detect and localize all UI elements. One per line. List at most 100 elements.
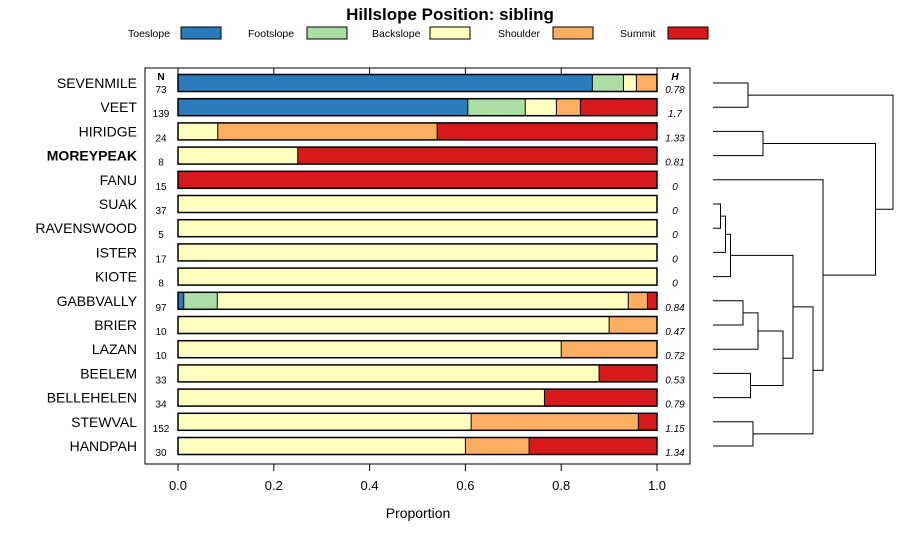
bar-outline: [177, 218, 658, 238]
legend-swatch-summit: [667, 26, 709, 40]
bar-segment-summit: [638, 413, 657, 431]
h-value: 0.84: [665, 303, 685, 314]
dendrogram-link: [748, 94, 894, 210]
bar-row: BEELEM 33 0.53: [80, 364, 685, 386]
bar-segment-backslope: [178, 122, 218, 140]
bar-segment-shoulder: [628, 292, 648, 310]
bar-outline: [177, 73, 658, 93]
n-value: 34: [155, 400, 167, 411]
h-value: 1.15: [665, 424, 685, 435]
legend: Toeslope Footslope Backslope Shoulder Summit: [128, 26, 709, 40]
category-label: MOREYPEAK: [47, 148, 137, 164]
n-value: 33: [155, 375, 167, 386]
n-value: 152: [153, 424, 170, 435]
bar-segment-backslope: [178, 364, 600, 382]
n-value: 30: [155, 448, 167, 459]
bar-segment-shoulder: [217, 122, 438, 140]
h-value: 0: [672, 279, 678, 290]
category-label: KIOTE: [95, 269, 137, 285]
h-value: 0: [672, 254, 678, 265]
bar-segment-shoulder: [636, 74, 657, 92]
dendrogram-link: [750, 330, 784, 386]
category-label: HANDPAH: [70, 438, 137, 454]
category-label: SUAK: [99, 196, 138, 212]
bar-segment-summit: [529, 437, 657, 455]
n-value: 15: [155, 182, 167, 193]
bar-row: KIOTE 8 0: [95, 267, 678, 290]
category-label: ISTER: [96, 244, 137, 260]
n-value: 139: [153, 109, 170, 120]
dendrogram-link: [713, 130, 764, 157]
bar-outline: [177, 364, 658, 383]
chart-title: Hillslope Position: sibling: [346, 5, 554, 24]
bar-outline: [177, 122, 658, 141]
bar-outline: [177, 339, 658, 359]
bar-segment-backslope: [178, 437, 466, 455]
dendrogram-link: [713, 82, 749, 108]
legend-label-shoulder: Shoulder: [498, 28, 541, 40]
bar-outline: [177, 97, 658, 117]
category-label: GABBVALLY: [57, 293, 138, 309]
bar-segment-backslope: [178, 195, 657, 213]
h-value: 0: [672, 206, 678, 217]
category-label: BEELEM: [80, 365, 137, 381]
h-value: 1.34: [665, 448, 685, 459]
h-value: 0.47: [665, 327, 685, 338]
dendrogram-link: [713, 233, 731, 278]
x-tick-label: 0.0: [169, 478, 187, 493]
bar-segment-footslope: [592, 74, 624, 92]
bar-segment-backslope: [178, 147, 298, 165]
bar-outline: [177, 388, 658, 407]
x-tick-label: 0.8: [552, 478, 570, 493]
category-label: HIRIDGE: [79, 123, 137, 139]
bar-outline: [177, 315, 658, 335]
category-label: LAZAN: [92, 341, 137, 357]
bar-row: BELLEHELEN 34 0.79: [47, 388, 685, 411]
x-axis-title: Proportion: [386, 505, 451, 521]
bar-segment-backslope: [525, 98, 557, 116]
bar-segment-backslope: [178, 219, 657, 237]
bar-row: STEWVAL 152 1.15: [71, 412, 685, 435]
dendrogram-link: [730, 254, 794, 359]
n-value: 10: [155, 327, 167, 338]
x-tick-label: 0.2: [265, 478, 283, 493]
bar-segment-shoulder: [465, 437, 530, 455]
dendrogram-link: [713, 312, 759, 350]
n-value: 8: [158, 279, 164, 290]
category-label: BELLEHELEN: [47, 390, 137, 406]
bar-segment-backslope: [178, 389, 545, 407]
category-label: STEWVAL: [71, 414, 137, 430]
n-value: 8: [158, 158, 164, 169]
legend-label-footslope: Footslope: [248, 28, 294, 40]
x-tick-label: 0.6: [456, 478, 474, 493]
bar-segment-shoulder: [561, 340, 657, 358]
bar-segment-summit: [647, 292, 657, 310]
bar-row: HIRIDGE 24 1.33: [79, 122, 685, 144]
n-value: 5: [158, 230, 164, 241]
h-value: 0.81: [665, 158, 684, 169]
bar-outline: [177, 291, 658, 311]
category-label: VEET: [100, 99, 137, 115]
legend-label-backslope: Backslope: [372, 28, 421, 40]
legend-swatch-shoulder: [552, 26, 594, 40]
bar-row: LAZAN 10 0.72: [92, 339, 685, 362]
bar-segment-summit: [178, 171, 657, 189]
h-value: 0.78: [665, 85, 685, 96]
n-column-header: N: [157, 72, 164, 83]
n-value: 17: [155, 254, 167, 265]
h-value: 0.72: [665, 351, 685, 362]
h-value: 1.7: [668, 109, 682, 120]
bar-segment-toeslope: [178, 292, 184, 310]
dendrogram-link: [713, 372, 751, 399]
bar-segment-backslope: [623, 74, 637, 92]
plot-frame: [144, 67, 691, 465]
h-value: 1.33: [665, 133, 685, 144]
dendrogram-link: [713, 203, 721, 229]
bar-outline: [177, 243, 658, 262]
bar-row: ISTER 17 0: [96, 243, 678, 265]
bar-outline: [177, 170, 658, 190]
n-value: 24: [155, 133, 167, 144]
h-column-header: H: [671, 72, 679, 83]
x-tick-label: 1.0: [648, 478, 666, 493]
